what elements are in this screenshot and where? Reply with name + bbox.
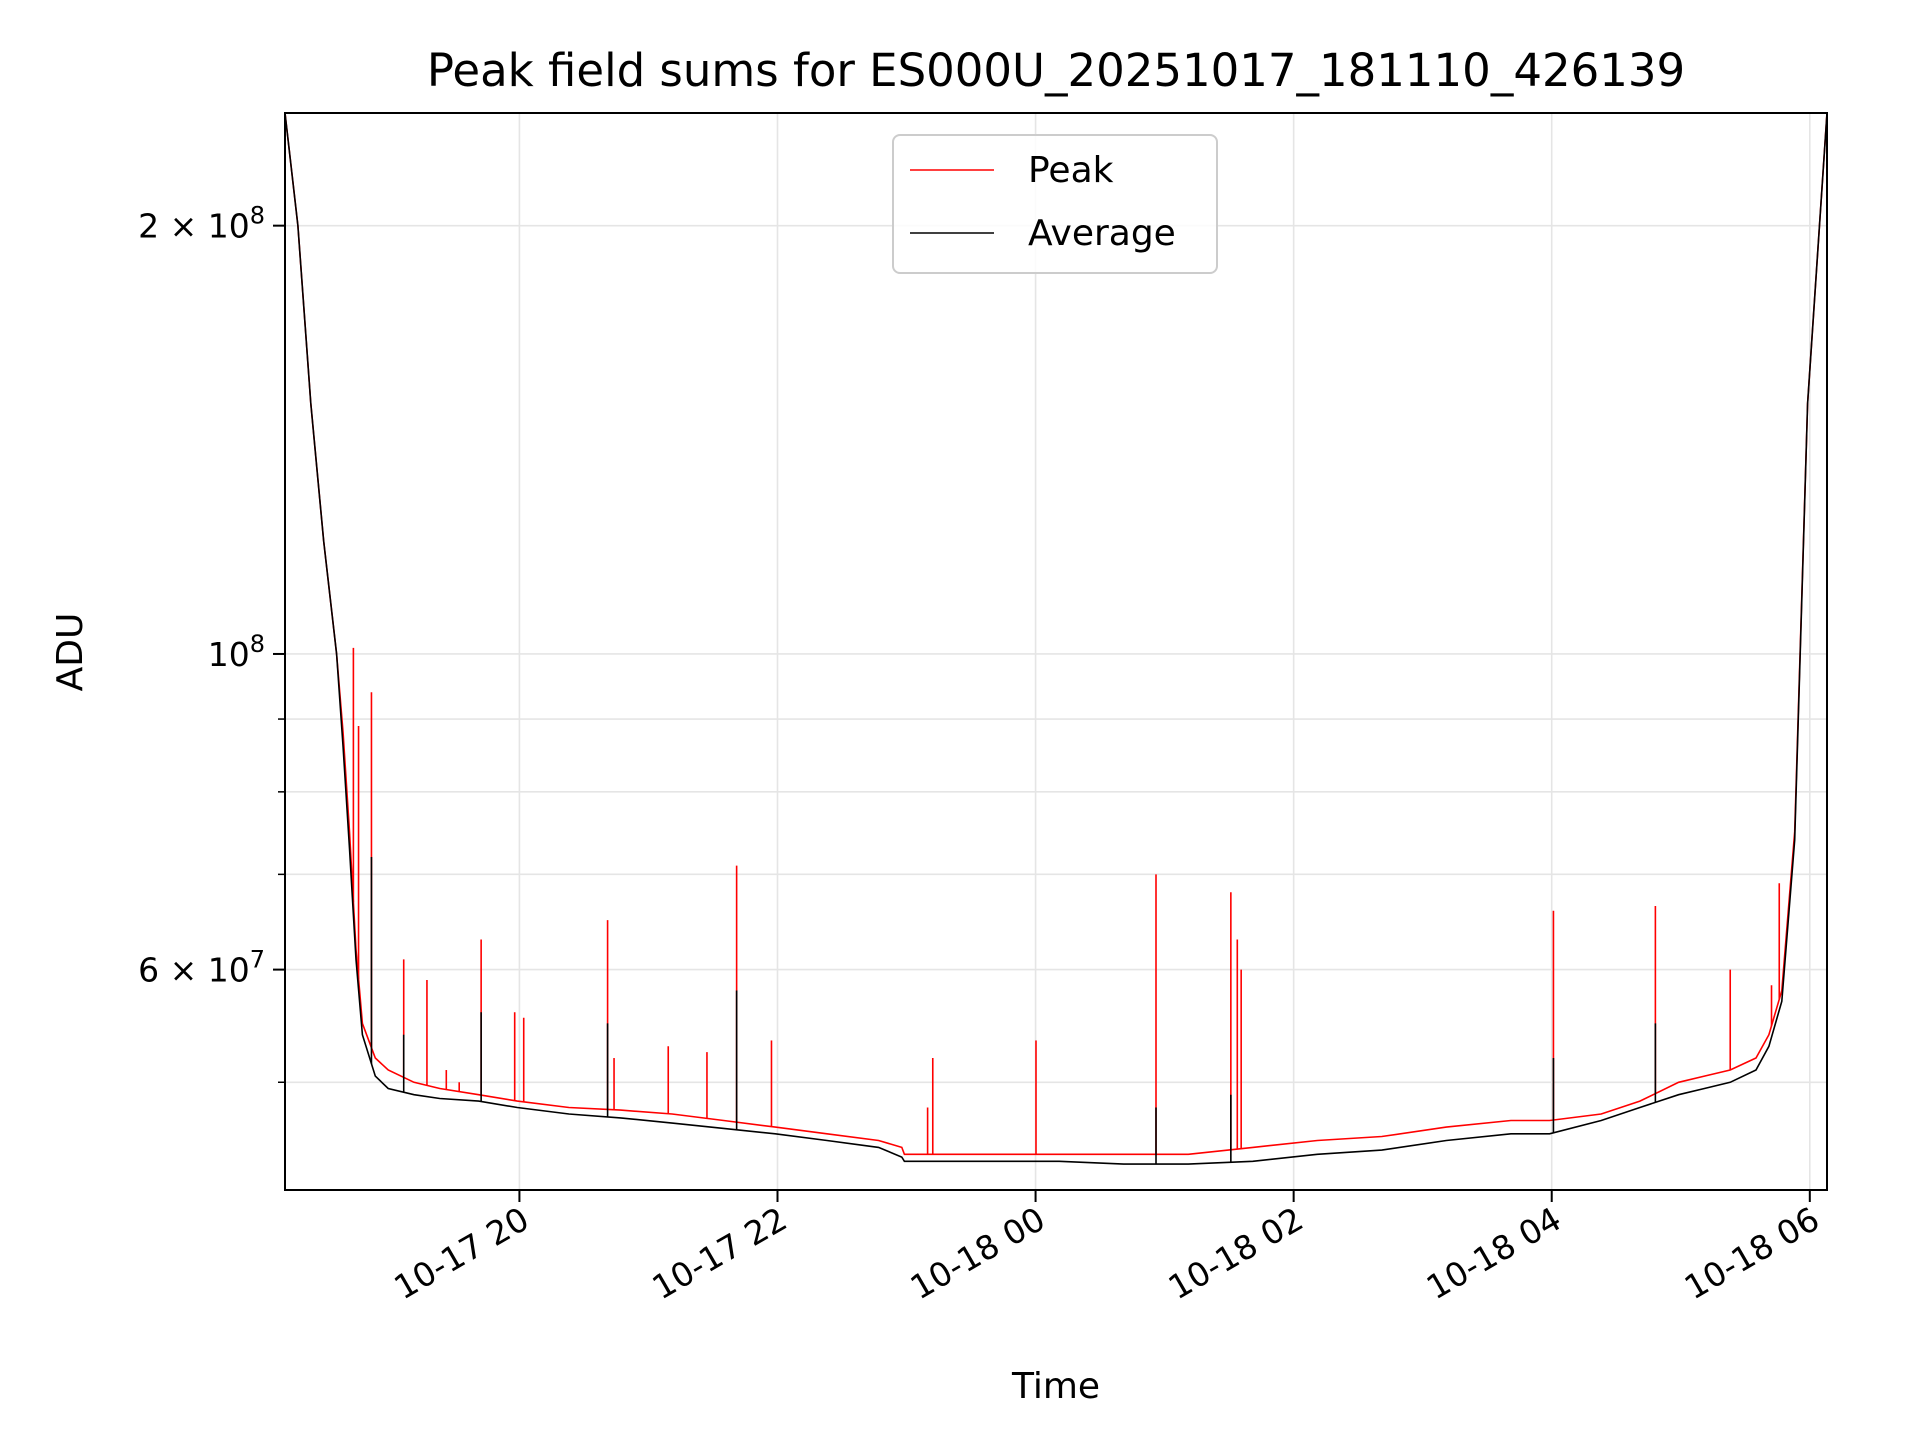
series-line-peak (285, 113, 1827, 1156)
axes-frame (284, 112, 1828, 1191)
y-tick-label: 2 × 108 (138, 202, 265, 246)
y-tick-label: 6 × 107 (138, 946, 265, 990)
series-average (285, 113, 1827, 1165)
legend-average-label: Average (1028, 213, 1176, 254)
x-axis-label: Time (1011, 1366, 1100, 1407)
legend: Peak Average (892, 134, 1218, 274)
grid-layer (285, 113, 1827, 1190)
legend-peak-label: Peak (1028, 150, 1114, 191)
series-layer (285, 113, 1827, 1165)
chart-title: Peak field sums for ES000U_20251017_1811… (427, 44, 1685, 97)
y-axis-label: ADU (50, 613, 91, 692)
y-tick-label: 108 (208, 630, 265, 674)
series-line-average (285, 113, 1827, 1165)
